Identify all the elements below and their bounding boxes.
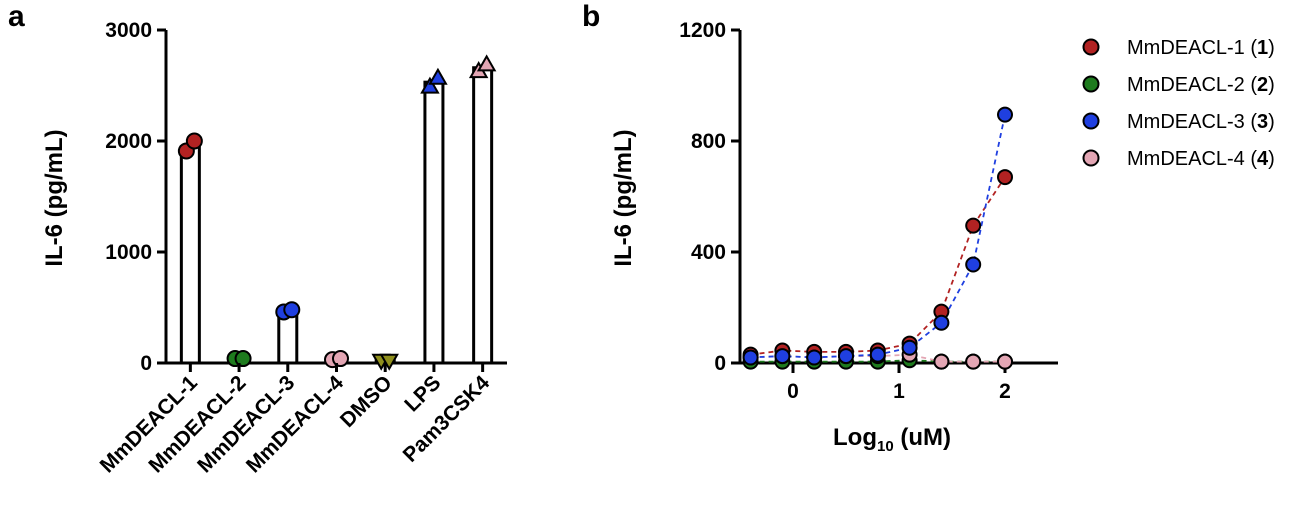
panel-a-points (177, 54, 497, 371)
panel-b-y-axis-title: IL-6 (pg/mL) (610, 129, 637, 266)
bar-lps (423, 80, 445, 365)
panel-b-letter: b (582, 0, 600, 33)
point-mmdeacl-3 (965, 256, 982, 273)
panel-a-y-tick-label: 1000 (105, 241, 152, 264)
category-label-dmso: DMSO (336, 371, 397, 432)
point-dmso (379, 353, 399, 371)
legend-marker-mmdeacl-2 (1082, 75, 1100, 93)
panel-b-fit-lines (750, 114, 1006, 363)
legend-label-mmdeacl-2: MmDEACL-2 (2) (1127, 74, 1275, 96)
panel-a-axes: 0 1000 2000 3000 (105, 19, 507, 375)
legend-label-mmdeacl-4: MmDEACL-4 (4) (1127, 148, 1275, 170)
panel-b-axes: 0 400 800 1200 0 1 2 (679, 19, 1058, 403)
panel-a-chart: a IL-6 (pg/mL) 0 1000 2000 3000 MmDEACL-1Mm… (8, 0, 507, 477)
panel-b-legend: MmDEACL-1 (1) MmDEACL-2 (2) MmDEACL-3 (3) M… (1082, 37, 1275, 170)
point-mmdeacl-4 (933, 353, 950, 370)
panel-a-letter: a (8, 0, 25, 33)
legend-label-mmdeacl-3: MmDEACL-3 (3) (1127, 111, 1275, 133)
point-lps (420, 76, 440, 94)
panel-b-y-tick-label: 800 (691, 130, 726, 153)
panel-a-y-axis-title: IL-6 (pg/mL) (41, 129, 68, 266)
point-mmdeacl-1 (965, 217, 982, 234)
panel-b-y-tick-label: 400 (691, 241, 726, 264)
point-mmdeacl-3 (997, 106, 1013, 123)
point-pam3csk4 (476, 54, 497, 72)
bar-mmdeacl-1 (179, 145, 201, 365)
panel-b-x-tick-label: 2 (999, 380, 1011, 403)
point-mmdeacl-3 (869, 346, 886, 363)
point-mmdeacl-3 (806, 349, 823, 366)
point-mmdeacl-1 (997, 169, 1013, 186)
legend-marker-mmdeacl-4 (1082, 149, 1100, 167)
legend-label-mmdeacl-1: MmDEACL-1 (1) (1127, 37, 1275, 59)
bar-pam3csk4 (472, 66, 494, 365)
legend-marker-mmdeacl-3 (1082, 112, 1100, 130)
point-lps (428, 67, 448, 85)
panel-a-y-tick-label: 2000 (105, 130, 152, 153)
panel-b-points (742, 106, 1013, 370)
point-mmdeacl-3 (283, 301, 301, 319)
point-mmdeacl-4 (997, 353, 1013, 370)
x-title-rest: (uM) (894, 424, 951, 451)
panel-b-x-tick-label: 0 (787, 380, 799, 403)
x-title-base: Log (833, 424, 877, 451)
panel-a-category-labels: MmDEACL-1MmDEACL-2MmDEACL-3MmDEACL-4DMSO… (96, 363, 495, 477)
x-title-subscript: 10 (877, 438, 894, 455)
point-mmdeacl-2 (234, 350, 252, 368)
panel-a-y-tick-label: 3000 (105, 19, 152, 42)
panel-b-y-tick-label: 1200 (679, 19, 726, 42)
panel-b-chart: b IL-6 (pg/mL) Log10 (uM) 0 400 800 1200 0 1 2… (582, 0, 1275, 455)
point-mmdeacl-3 (901, 339, 918, 356)
legend-marker-mmdeacl-1 (1082, 38, 1100, 56)
panel-b-x-axis-title: Log10 (uM) (833, 424, 951, 455)
point-mmdeacl-4 (965, 353, 982, 370)
fit-line-mmdeacl-3 (750, 114, 1006, 359)
point-mmdeacl-3 (933, 314, 950, 331)
panel-b-y-tick-label: 0 (714, 352, 726, 375)
point-mmdeacl-4 (332, 350, 349, 368)
point-mmdeacl-3 (742, 349, 759, 366)
panel-a-y-tick-label: 0 (140, 352, 152, 375)
point-mmdeacl-3 (838, 348, 854, 365)
panel-b-x-tick-label: 1 (893, 380, 905, 403)
point-mmdeacl-3 (774, 348, 791, 365)
panel-a-bars (179, 66, 494, 365)
point-mmdeacl-1 (185, 132, 203, 150)
category-label-pam3csk4: Pam3CSK4 (399, 371, 495, 467)
